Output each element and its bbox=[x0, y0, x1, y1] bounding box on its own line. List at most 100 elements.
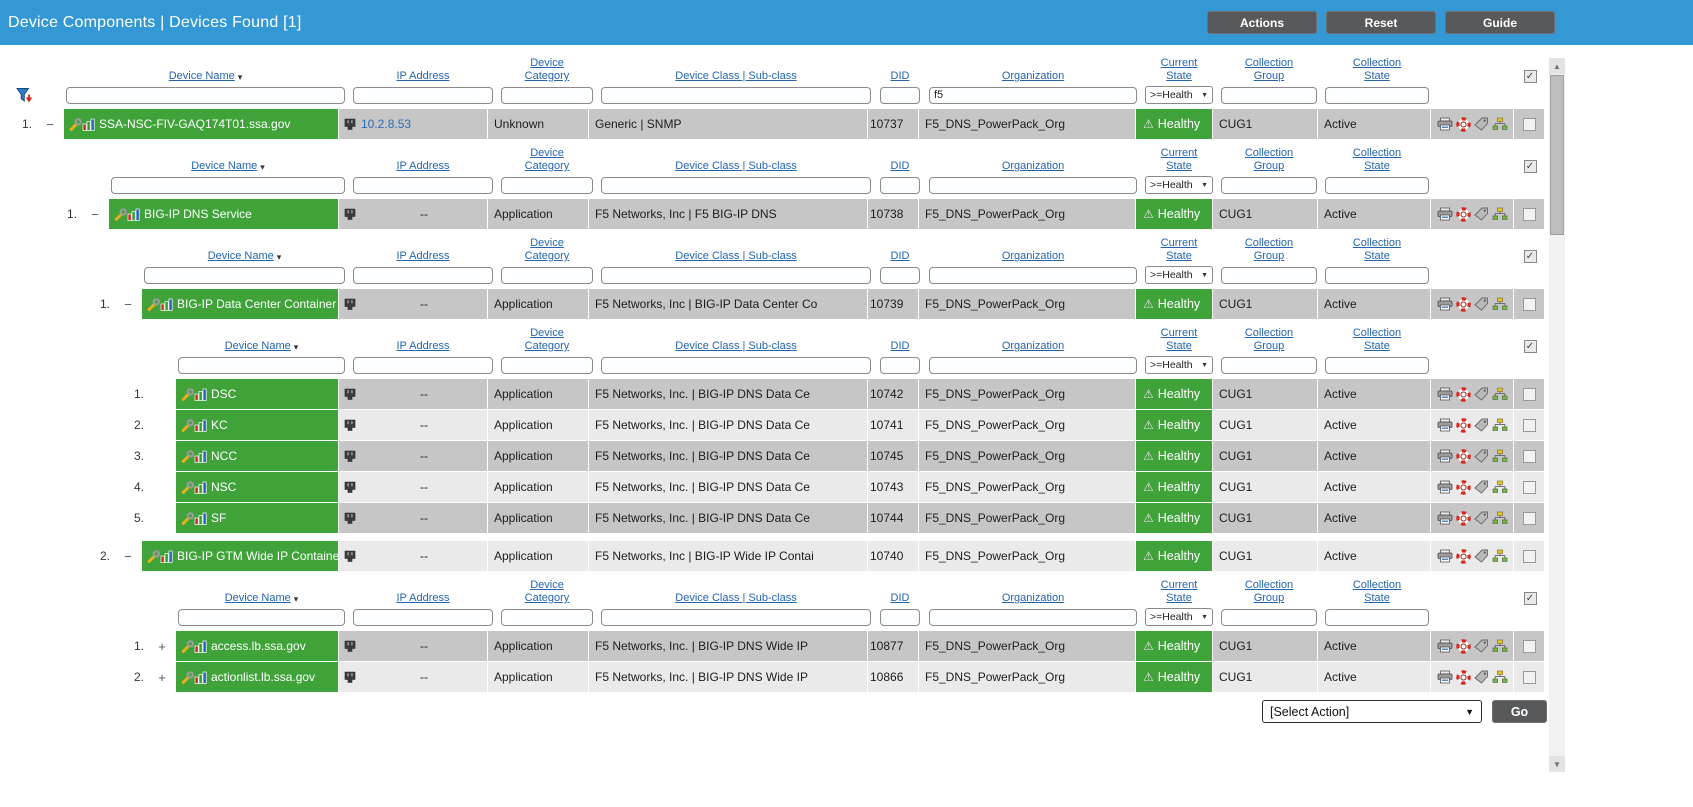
col-device-class[interactable]: Device Class | Sub-class bbox=[675, 70, 797, 82]
filter-collection-group[interactable] bbox=[1221, 608, 1317, 626]
filter-ip-address[interactable] bbox=[353, 86, 493, 104]
col-organization[interactable]: Organization bbox=[1001, 250, 1065, 262]
tag-icon[interactable] bbox=[1473, 511, 1489, 525]
filter-device-name[interactable] bbox=[144, 266, 345, 284]
col-collection-group[interactable]: Collection Group bbox=[1244, 579, 1294, 604]
col-collection-state[interactable]: Collection State bbox=[1352, 579, 1402, 604]
filter-collection-group[interactable] bbox=[1221, 356, 1317, 374]
select-all-checkbox[interactable]: ✓ bbox=[1523, 250, 1537, 263]
col-organization[interactable]: Organization bbox=[1001, 592, 1065, 604]
col-device-name[interactable]: Device Name bbox=[224, 340, 291, 352]
col-organization[interactable]: Organization bbox=[1001, 160, 1065, 172]
col-device-class[interactable]: Device Class | Sub-class bbox=[675, 250, 797, 262]
filter-did[interactable] bbox=[880, 86, 920, 104]
col-did[interactable]: DID bbox=[890, 250, 910, 262]
col-ip-address[interactable]: IP Address bbox=[396, 70, 450, 82]
col-collection-state[interactable]: Collection State bbox=[1352, 327, 1402, 352]
tag-icon[interactable] bbox=[1473, 549, 1489, 563]
guide-button[interactable]: Guide bbox=[1445, 11, 1555, 34]
printer-icon[interactable] bbox=[1437, 297, 1453, 311]
lifering-icon[interactable] bbox=[1455, 206, 1471, 222]
device-name-cell[interactable]: NCC bbox=[176, 441, 338, 471]
device-name-cell[interactable]: NSC bbox=[176, 472, 338, 502]
row-checkbox[interactable] bbox=[1522, 549, 1536, 563]
org-chart-icon[interactable] bbox=[1492, 387, 1508, 401]
col-collection-state[interactable]: Collection State bbox=[1352, 57, 1402, 82]
device-name-cell[interactable]: SSA-NSC-FIV-GAQ174T01.ssa.gov bbox=[64, 109, 338, 139]
select-all-checkbox[interactable]: ✓ bbox=[1523, 592, 1537, 605]
row-checkbox[interactable] bbox=[1522, 511, 1536, 525]
lifering-icon[interactable] bbox=[1455, 386, 1471, 402]
col-current-state[interactable]: Current State bbox=[1160, 237, 1198, 262]
ip-address-link[interactable]: 10.2.8.53 bbox=[361, 117, 412, 131]
col-collection-group[interactable]: Collection Group bbox=[1244, 147, 1294, 172]
filter-device-class[interactable] bbox=[601, 86, 871, 104]
filter-device-category[interactable] bbox=[501, 86, 593, 104]
filter-organization[interactable] bbox=[929, 608, 1137, 626]
printer-icon[interactable] bbox=[1437, 480, 1453, 494]
filter-organization[interactable] bbox=[929, 266, 1137, 284]
col-ip-address[interactable]: IP Address bbox=[396, 592, 450, 604]
col-did[interactable]: DID bbox=[890, 160, 910, 172]
collapse-toggle[interactable]: − bbox=[124, 548, 132, 564]
row-checkbox[interactable] bbox=[1522, 207, 1536, 221]
col-device-class[interactable]: Device Class | Sub-class bbox=[675, 160, 797, 172]
vertical-scrollbar[interactable]: ▲ ▼ bbox=[1549, 58, 1565, 772]
tag-icon[interactable] bbox=[1473, 418, 1489, 432]
device-name-cell[interactable]: actionlist.lb.ssa.gov bbox=[176, 662, 338, 692]
col-collection-state[interactable]: Collection State bbox=[1352, 147, 1402, 172]
org-chart-icon[interactable] bbox=[1492, 207, 1508, 221]
col-device-category[interactable]: Device Category bbox=[524, 237, 570, 262]
device-name-cell[interactable]: DSC bbox=[176, 379, 338, 409]
filter-current-state-select[interactable]: >=Health ▼ bbox=[1145, 176, 1213, 194]
tag-icon[interactable] bbox=[1473, 480, 1489, 494]
org-chart-icon[interactable] bbox=[1492, 117, 1508, 131]
lifering-icon[interactable] bbox=[1455, 417, 1471, 433]
col-device-category[interactable]: Device Category bbox=[524, 579, 570, 604]
col-organization[interactable]: Organization bbox=[1001, 70, 1065, 82]
col-device-name[interactable]: Device Name bbox=[207, 250, 274, 262]
tag-icon[interactable] bbox=[1473, 297, 1489, 311]
row-checkbox[interactable] bbox=[1522, 387, 1536, 401]
scrollbar-thumb[interactable] bbox=[1550, 75, 1564, 235]
filter-current-state-select[interactable]: >=Health ▼ bbox=[1145, 86, 1213, 104]
lifering-icon[interactable] bbox=[1455, 448, 1471, 464]
filter-collection-state[interactable] bbox=[1325, 608, 1429, 626]
filter-device-category[interactable] bbox=[501, 176, 593, 194]
row-checkbox[interactable] bbox=[1522, 117, 1536, 131]
lifering-icon[interactable] bbox=[1455, 669, 1471, 685]
filter-ip-address[interactable] bbox=[353, 608, 493, 626]
col-collection-group[interactable]: Collection Group bbox=[1244, 57, 1294, 82]
col-current-state[interactable]: Current State bbox=[1160, 579, 1198, 604]
select-all-checkbox[interactable]: ✓ bbox=[1523, 160, 1537, 173]
filter-device-category[interactable] bbox=[501, 266, 593, 284]
org-chart-icon[interactable] bbox=[1492, 511, 1508, 525]
tag-icon[interactable] bbox=[1473, 449, 1489, 463]
col-device-category[interactable]: Device Category bbox=[524, 57, 570, 82]
col-device-name[interactable]: Device Name bbox=[224, 592, 291, 604]
filter-device-name[interactable] bbox=[111, 176, 345, 194]
filter-current-state-select[interactable]: >=Health ▼ bbox=[1145, 266, 1213, 284]
filter-device-name[interactable] bbox=[66, 86, 345, 104]
col-ip-address[interactable]: IP Address bbox=[396, 250, 450, 262]
filter-collection-group[interactable] bbox=[1221, 266, 1317, 284]
org-chart-icon[interactable] bbox=[1492, 639, 1508, 653]
tag-icon[interactable] bbox=[1473, 639, 1489, 653]
filter-device-class[interactable] bbox=[601, 356, 871, 374]
lifering-icon[interactable] bbox=[1455, 296, 1471, 312]
col-device-name[interactable]: Device Name bbox=[168, 70, 235, 82]
col-did[interactable]: DID bbox=[890, 70, 910, 82]
select-all-checkbox[interactable]: ✓ bbox=[1523, 70, 1537, 83]
filter-collection-state[interactable] bbox=[1325, 356, 1429, 374]
filter-device-category[interactable] bbox=[501, 356, 593, 374]
filter-ip-address[interactable] bbox=[353, 356, 493, 374]
filter-collection-state[interactable] bbox=[1325, 86, 1429, 104]
select-all-checkbox[interactable]: ✓ bbox=[1523, 340, 1537, 353]
lifering-icon[interactable] bbox=[1455, 510, 1471, 526]
expand-toggle[interactable]: + bbox=[158, 669, 166, 685]
tag-icon[interactable] bbox=[1473, 117, 1489, 131]
row-checkbox[interactable] bbox=[1522, 418, 1536, 432]
filter-device-name[interactable] bbox=[178, 608, 345, 626]
filter-device-category[interactable] bbox=[501, 608, 593, 626]
col-organization[interactable]: Organization bbox=[1001, 340, 1065, 352]
